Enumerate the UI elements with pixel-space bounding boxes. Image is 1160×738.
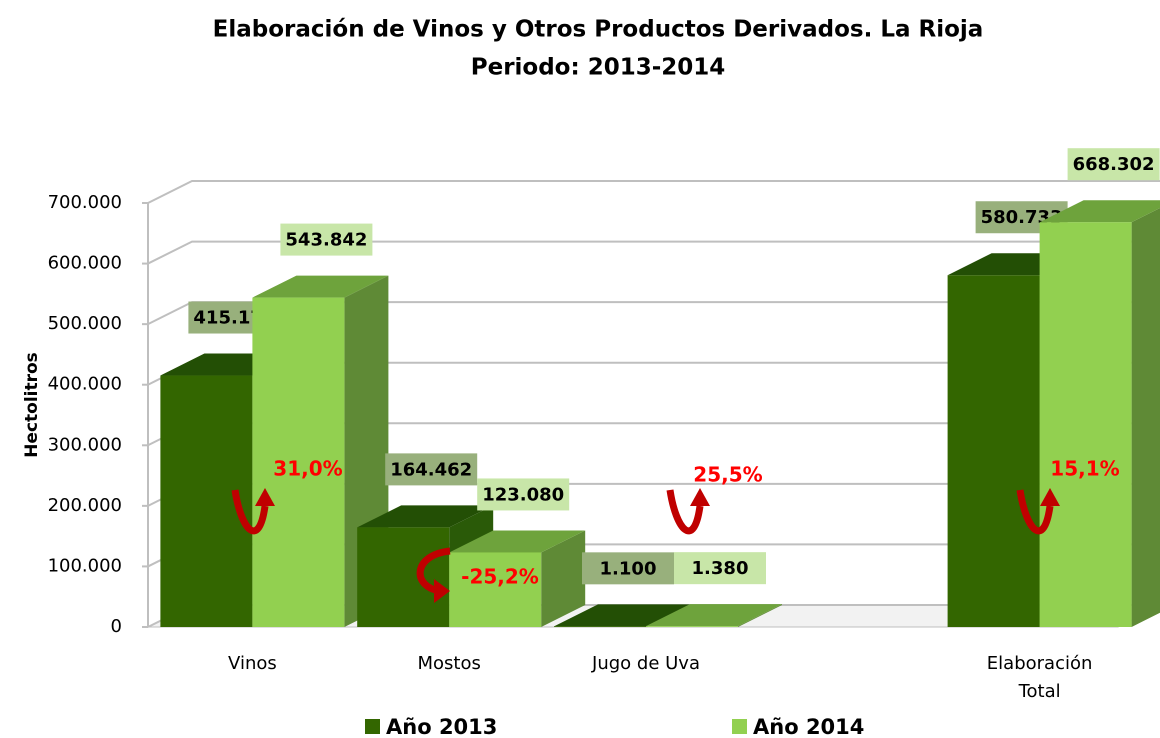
value-label-box	[477, 478, 570, 511]
value-label-box	[674, 552, 766, 585]
value-label: 164.462	[390, 459, 472, 480]
chart-title: Elaboración de Vinos y Otros Productos D…	[213, 17, 984, 43]
y-tick-label: 300.000	[48, 434, 122, 455]
legend-swatch	[732, 719, 747, 734]
change-arrow	[231, 489, 269, 535]
x-tick-label: Mostos	[417, 653, 481, 674]
bar-top	[646, 604, 782, 627]
bar-front	[1039, 222, 1132, 627]
grid-line	[147, 240, 1160, 265]
bar-front	[449, 552, 542, 627]
change-arrow	[416, 547, 451, 595]
annotation: 15,1%	[1050, 457, 1119, 481]
change-arrow	[666, 489, 704, 535]
annotation: 31,0%	[273, 457, 342, 481]
bar-front	[554, 626, 646, 627]
bar-front	[252, 297, 345, 627]
bar-top	[357, 505, 494, 528]
arrow-head	[1040, 488, 1060, 506]
bar-top	[554, 604, 690, 627]
bar	[449, 530, 586, 627]
annotation: -25,2%	[461, 565, 539, 589]
annotations: 31,0% -25,2% 25,5% 15,1%	[231, 457, 1120, 603]
value-label-box	[582, 552, 674, 585]
legend: Año 2013 Año 2014	[365, 715, 864, 738]
x-tick-label: Jugo de Uva	[592, 653, 700, 674]
value-label-box	[385, 453, 478, 486]
bar-side	[738, 604, 782, 627]
chart-subtitle: Periodo: 2013-2014	[471, 55, 726, 81]
y-tick-label: 200.000	[48, 495, 122, 516]
bar-side	[541, 530, 586, 627]
change-arrow	[1016, 489, 1054, 535]
legend-swatch	[365, 719, 380, 734]
value-label-box	[280, 223, 373, 256]
x-tick-label: Vinos	[228, 653, 277, 674]
y-tick-label: 500.000	[48, 313, 122, 334]
y-axis-label: Hectolitros	[22, 352, 42, 458]
legend-label: Año 2014	[753, 715, 864, 738]
value-label: 123.080	[482, 484, 564, 505]
y-tick-label: 400.000	[48, 374, 122, 395]
arrow-head	[690, 488, 710, 506]
bar	[646, 604, 782, 627]
bar-front	[357, 527, 450, 627]
value-label: 543.842	[285, 230, 367, 251]
value-label: 1.380	[692, 558, 749, 579]
bar-top	[1039, 200, 1160, 223]
grid-line	[147, 180, 1160, 204]
value-label: 1.100	[600, 558, 657, 579]
bar-side	[1131, 207, 1160, 627]
x-tick-label: Elaboración Total	[986, 653, 1093, 702]
arrow-head	[255, 488, 275, 506]
bar	[252, 275, 389, 627]
bar-top	[449, 530, 586, 553]
y-tick-label: 100.000	[48, 555, 122, 576]
bar-front	[646, 626, 738, 627]
y-tick-label: 0	[111, 616, 122, 637]
bar-front	[947, 275, 1040, 627]
y-tick-label: 600.000	[48, 253, 122, 274]
annotation: 25,5%	[693, 463, 762, 487]
bar-top	[252, 275, 389, 298]
bar	[357, 505, 494, 627]
bar	[1039, 200, 1160, 627]
legend-label: Año 2013	[386, 715, 497, 738]
value-label: 668.302	[1073, 154, 1155, 175]
y-tick-label: 700.000	[48, 192, 122, 213]
value-label-box	[1067, 148, 1160, 181]
arrow-head	[434, 579, 450, 603]
